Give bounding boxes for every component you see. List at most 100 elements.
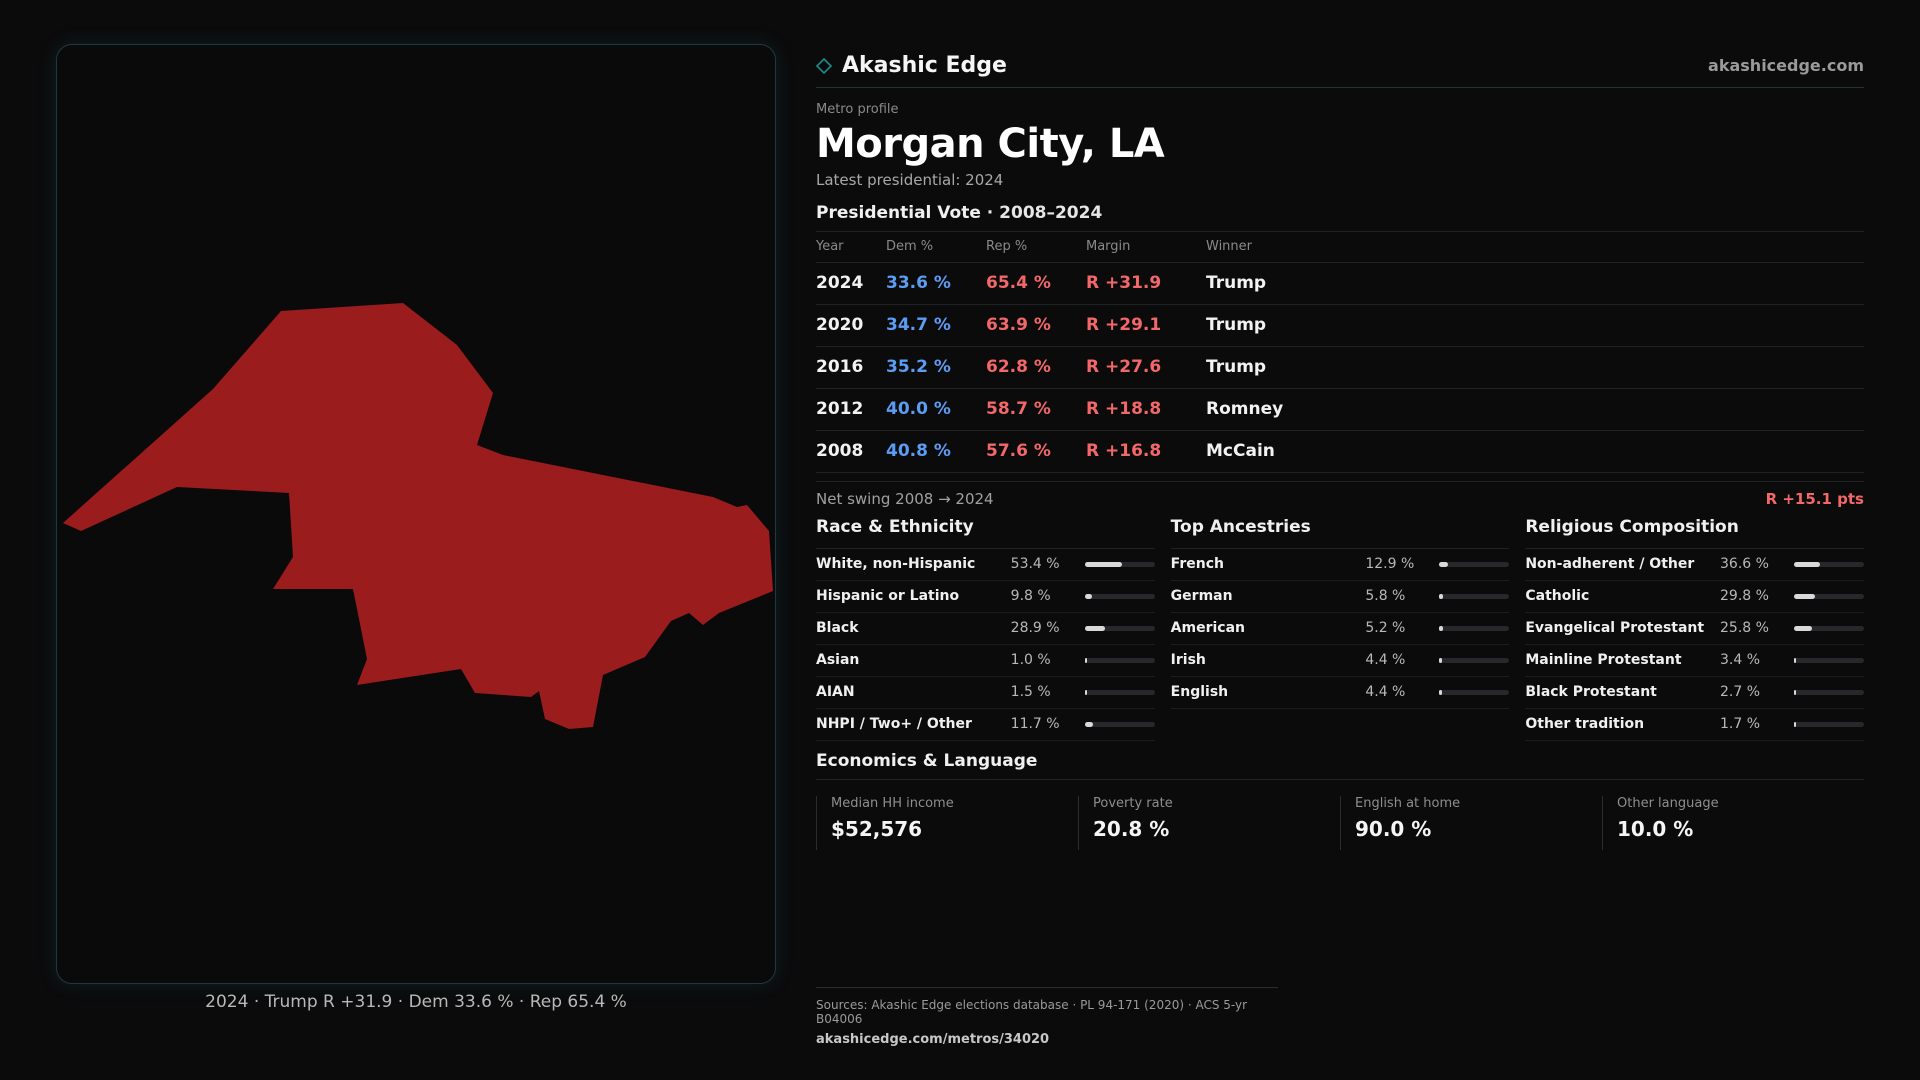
item-percent: 53.4 % — [1010, 556, 1060, 572]
metro-boundary-shape[interactable] — [63, 303, 773, 729]
cell-rep: 58.7 % — [986, 388, 1086, 431]
race-column: Race & Ethnicity White, non-Hispanic 53.4… — [816, 517, 1155, 741]
item-percent: 5.2 % — [1365, 620, 1406, 636]
cell-year: 2012 — [816, 388, 886, 431]
list-item: German 5.8 % — [1170, 581, 1510, 613]
list-item: Irish 4.4 % — [1170, 645, 1510, 677]
econ-card: Poverty rate 20.8 % — [1078, 795, 1340, 850]
list-item: American 5.2 % — [1170, 613, 1510, 645]
econ-label: Other language — [1617, 795, 1719, 811]
cell-year: 2020 — [816, 304, 886, 347]
table-row: 2016 35.2 % 62.8 % R +27.6 Trump — [816, 346, 1864, 389]
table-row: 2024 33.6 % 65.4 % R +31.9 Trump — [816, 262, 1864, 305]
share-bar — [1084, 689, 1155, 695]
race-heading: Race & Ethnicity — [816, 517, 1155, 549]
table-row: 2020 34.7 % 63.9 % R +29.1 Trump — [816, 304, 1864, 347]
list-item: Black 28.9 % — [816, 613, 1155, 645]
page-subtitle: Latest presidential: 2024 — [816, 171, 1004, 189]
votes-range: · 2008–2024 — [986, 203, 1103, 223]
ancestry-heading: Top Ancestries — [1170, 517, 1510, 549]
item-label: Other tradition — [1525, 716, 1645, 732]
share-bar — [1794, 561, 1865, 567]
ancestry-column: Top Ancestries French 12.9 % German 5.8 % Am… — [1170, 517, 1510, 741]
composition-columns: Race & Ethnicity White, non-Hispanic 53.4… — [816, 517, 1865, 741]
cell-margin: R +27.6 — [1086, 346, 1206, 389]
cell-dem: 40.0 % — [886, 388, 986, 431]
map-caption: 2024 · Trump R +31.9 · Dem 33.6 % · Rep … — [205, 992, 627, 1012]
list-item: Other tradition 1.7 % — [1525, 709, 1865, 741]
cell-margin: R +29.1 — [1086, 304, 1206, 347]
item-percent: 36.6 % — [1720, 556, 1769, 572]
economics-heading: Economics & Language — [816, 751, 1864, 780]
net-swing-row: Net swing 2008 → 2024 R +15.1 pts — [816, 480, 1864, 509]
cell-dem: 34.7 % — [886, 304, 986, 347]
share-bar — [1084, 561, 1155, 567]
item-percent: 4.4 % — [1365, 652, 1406, 668]
item-label: AIAN — [816, 684, 855, 700]
econ-card: Other language 10.0 % — [1602, 795, 1864, 850]
economics-cards: Median HH income $52,576 Poverty rate 20… — [816, 795, 1864, 850]
share-bar — [1794, 593, 1865, 599]
list-item: Non-adherent / Other 36.6 % — [1525, 549, 1865, 581]
cell-winner: Trump — [1206, 262, 1864, 305]
share-bar — [1439, 689, 1510, 695]
footer: Sources: Akashic Edge elections database… — [816, 987, 1278, 1047]
col-header-year: Year — [816, 232, 886, 263]
share-bar-fill — [1439, 593, 1444, 599]
item-percent: 1.7 % — [1720, 716, 1761, 732]
top-bar: Akashic Edge akashicedge.com — [816, 44, 1864, 88]
item-label: French — [1170, 556, 1224, 572]
item-percent: 1.5 % — [1010, 684, 1051, 700]
votes-table: Year Dem % Rep % Margin Winner 2024 33.6… — [816, 232, 1864, 473]
site-url-link[interactable]: akashicedge.com — [1708, 56, 1864, 75]
item-label: English — [1170, 684, 1229, 700]
cell-margin: R +16.8 — [1086, 430, 1206, 473]
item-label: Irish — [1170, 652, 1206, 668]
share-bar-fill — [1794, 593, 1815, 599]
share-bar — [1439, 593, 1510, 599]
item-label: Asian — [816, 652, 860, 668]
item-percent: 5.8 % — [1365, 588, 1406, 604]
share-bar — [1084, 721, 1155, 727]
net-swing-value: R +15.1 pts — [1765, 490, 1864, 508]
page-title: Morgan City, LA — [816, 121, 1165, 167]
econ-card: Median HH income $52,576 — [816, 795, 1078, 850]
eyebrow-label: Metro profile — [816, 102, 899, 117]
list-item: Mainline Protestant 3.4 % — [1525, 645, 1865, 677]
item-label: Mainline Protestant — [1525, 652, 1682, 668]
share-bar — [1084, 657, 1155, 663]
share-bar-fill — [1084, 625, 1105, 631]
col-header-rep: Rep % — [986, 232, 1086, 263]
item-percent: 28.9 % — [1010, 620, 1060, 636]
cell-winner: Trump — [1206, 304, 1864, 347]
share-bar-fill — [1439, 657, 1443, 663]
table-row: 2012 40.0 % 58.7 % R +18.8 Romney — [816, 388, 1864, 431]
item-percent: 2.7 % — [1720, 684, 1761, 700]
votes-section-heading: Presidential Vote · 2008–2024 — [816, 203, 1864, 232]
item-label: Black Protestant — [1525, 684, 1657, 700]
item-percent: 1.0 % — [1010, 652, 1051, 668]
item-percent: 25.8 % — [1720, 620, 1769, 636]
list-item: French 12.9 % — [1170, 549, 1510, 581]
footer-url-link[interactable]: akashicedge.com/metros/34020 — [816, 1032, 1050, 1047]
cell-winner: McCain — [1206, 430, 1864, 473]
share-bar-fill — [1084, 657, 1087, 663]
cell-year: 2016 — [816, 346, 886, 389]
share-bar-fill — [1794, 657, 1797, 663]
col-header-margin: Margin — [1086, 232, 1206, 263]
cell-dem: 35.2 % — [886, 346, 986, 389]
share-bar-fill — [1439, 689, 1443, 695]
cell-rep: 57.6 % — [986, 430, 1086, 473]
share-bar — [1794, 657, 1865, 663]
cell-year: 2008 — [816, 430, 886, 473]
item-label: Evangelical Protestant — [1525, 620, 1705, 636]
share-bar — [1084, 593, 1155, 599]
diamond-logo-icon — [816, 57, 832, 74]
cell-rep: 65.4 % — [986, 262, 1086, 305]
share-bar — [1084, 625, 1155, 631]
share-bar — [1794, 689, 1865, 695]
list-item: English 4.4 % — [1170, 677, 1510, 709]
share-bar-fill — [1084, 689, 1087, 695]
brand[interactable]: Akashic Edge — [816, 53, 1007, 78]
